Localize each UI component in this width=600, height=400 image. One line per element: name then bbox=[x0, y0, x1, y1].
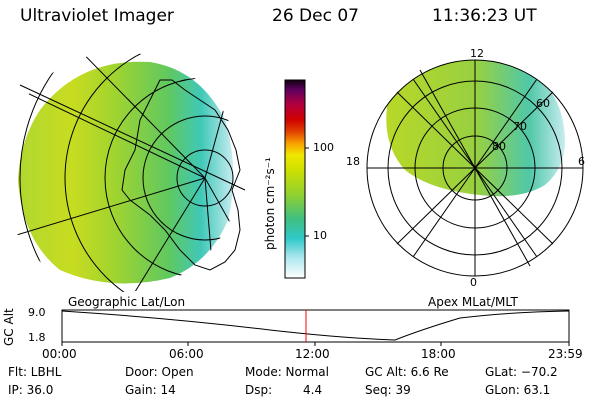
time-tick-0000: 00:00 bbox=[42, 347, 77, 361]
geo-auroral-image bbox=[18, 61, 234, 284]
mlat-label-60: 60 bbox=[536, 97, 550, 110]
door-info: Door: Open bbox=[125, 365, 194, 379]
seq-info: Seq: 39 bbox=[365, 383, 411, 397]
filter-info: Flt: LBHL bbox=[8, 365, 62, 379]
mlat-label-80: 80 bbox=[492, 140, 506, 153]
ip-info: IP: 36.0 bbox=[8, 383, 54, 397]
colorbar-unit-label: photon cm⁻²s⁻¹ bbox=[263, 157, 277, 250]
colorbar-tick-10: 10 bbox=[313, 229, 327, 242]
glat-info: GLat: −70.2 bbox=[485, 365, 558, 379]
dsp-value: 4.4 bbox=[303, 383, 323, 397]
time-label: 11:36:23 UT bbox=[432, 6, 537, 26]
colorbar-tick-100: 100 bbox=[313, 141, 334, 154]
mlt-label-18: 18 bbox=[346, 155, 360, 168]
time-tick-2359: 23:59 bbox=[548, 347, 583, 361]
coastline bbox=[121, 79, 241, 271]
gc-alt-info: GC Alt: 6.6 Re bbox=[365, 365, 449, 379]
polar-grid bbox=[366, 59, 584, 277]
colorbar bbox=[284, 79, 306, 279]
polar-panel-title: Apex MLat/MLT bbox=[428, 295, 518, 309]
time-tick-1800: 18:00 bbox=[421, 347, 456, 361]
mlt-label-0: 0 bbox=[470, 276, 477, 289]
altitude-tick-low: 1.8 bbox=[28, 331, 46, 344]
altitude-axis-label: GC Alt bbox=[2, 308, 16, 346]
mlt-label-12: 12 bbox=[470, 47, 484, 60]
glon-info: GLon: 63.1 bbox=[485, 383, 551, 397]
mode-info: Mode: Normal bbox=[245, 365, 329, 379]
gain-info: Gain: 14 bbox=[125, 383, 176, 397]
time-tick-1200: 12:00 bbox=[295, 347, 330, 361]
mlat-label-70: 70 bbox=[513, 120, 527, 133]
mlt-label-6: 6 bbox=[578, 155, 585, 168]
time-tick-0600: 06:00 bbox=[169, 347, 204, 361]
altitude-tick-high: 9.0 bbox=[28, 306, 46, 319]
instrument-title: Ultraviolet Imager bbox=[20, 6, 174, 26]
geo-panel-title: Geographic Lat/Lon bbox=[68, 295, 186, 309]
altitude-curve bbox=[61, 310, 570, 341]
dsp-label: Dsp: bbox=[245, 383, 273, 397]
date-label: 26 Dec 07 bbox=[272, 6, 359, 26]
